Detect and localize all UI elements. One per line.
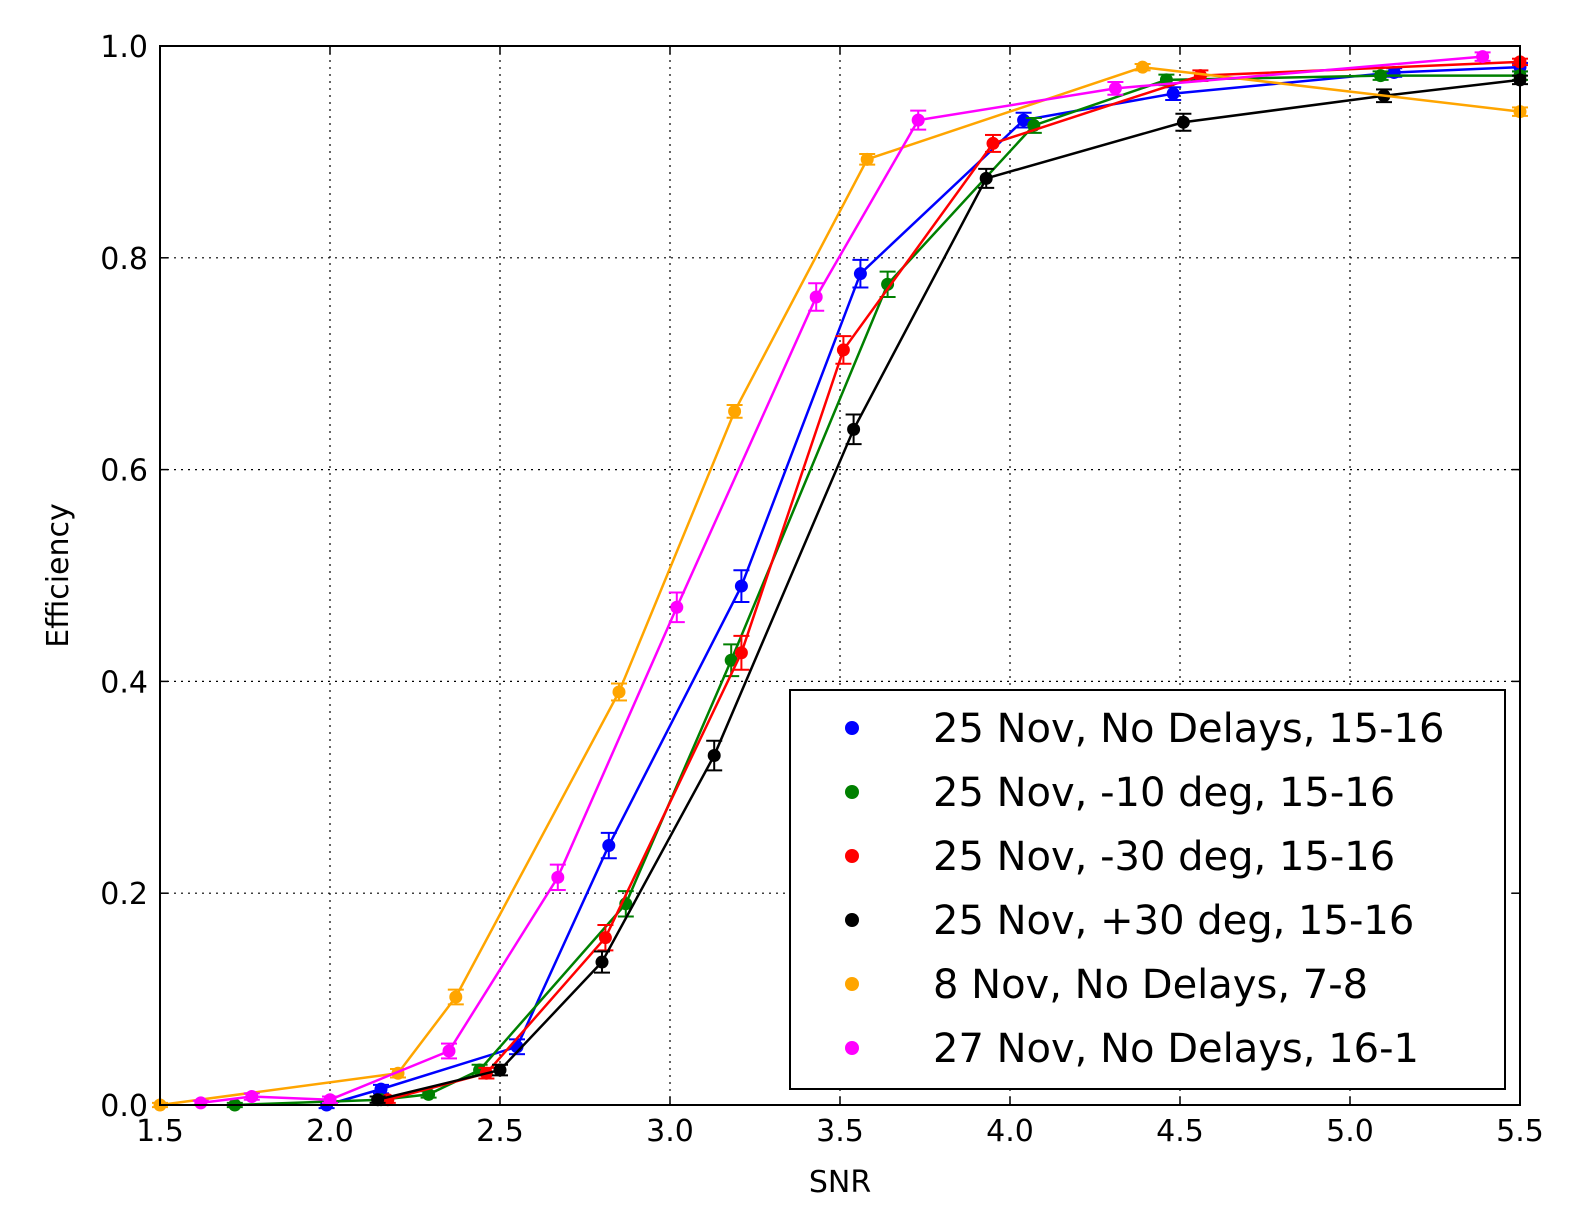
- data-point: [323, 1093, 337, 1107]
- data-point: [598, 931, 612, 945]
- data-point: [979, 171, 993, 185]
- data-point: [1176, 115, 1190, 129]
- legend: 25 Nov, No Delays, 15-16 25 Nov, -10 deg,…: [789, 689, 1506, 1090]
- data-point: [707, 749, 721, 763]
- x-axis-label: SNR: [809, 1165, 871, 1200]
- data-point: [986, 136, 1000, 150]
- legend-label: 25 Nov, +30 deg, 15-16: [933, 898, 1414, 944]
- legend-marker: [845, 721, 859, 735]
- data-point: [809, 290, 823, 304]
- x-tick-label: 1.5: [136, 1114, 184, 1149]
- data-point: [493, 1063, 507, 1077]
- y-tick-label: 0.0: [100, 1089, 148, 1124]
- data-point: [595, 955, 609, 969]
- data-point: [728, 404, 742, 418]
- data-point: [911, 113, 925, 127]
- data-point: [1108, 81, 1122, 95]
- data-point: [734, 646, 748, 660]
- x-tick-label: 5.0: [1326, 1114, 1374, 1149]
- data-point: [847, 422, 861, 436]
- data-point: [860, 152, 874, 166]
- data-point: [612, 685, 626, 699]
- series-3: [379, 55, 1528, 1107]
- data-point: [1136, 60, 1150, 74]
- series-6: [192, 50, 1491, 1110]
- data-point: [245, 1090, 259, 1104]
- x-tick-label: 4.0: [986, 1114, 1034, 1149]
- y-tick-label: 0.8: [100, 242, 148, 277]
- series-layer: [152, 50, 1528, 1112]
- legend-marker: [845, 977, 859, 991]
- legend-marker: [845, 849, 859, 863]
- data-point: [422, 1087, 436, 1101]
- data-point: [442, 1044, 456, 1058]
- data-point: [670, 600, 684, 614]
- legend-label: 27 Nov, No Delays, 16-1: [933, 1026, 1419, 1072]
- legend-label: 25 Nov, -30 deg, 15-16: [933, 834, 1395, 880]
- y-tick-label: 0.2: [100, 877, 148, 912]
- plot-frame: [159, 45, 1521, 1106]
- data-point: [1017, 113, 1031, 127]
- ticks: 1.5 2.0 2.5 3.0 3.5 4.0 4.5 5.0 5.5 0.0 0.2 0.4 0.6 0…: [100, 30, 1544, 1149]
- data-point: [881, 277, 895, 291]
- legend-marker: [845, 1041, 859, 1055]
- x-tick-label: 3.0: [646, 1114, 694, 1149]
- series-line: [159, 65, 1521, 1107]
- y-axis-label: Efficiency: [41, 503, 76, 648]
- data-point: [194, 1096, 208, 1110]
- data-point: [551, 870, 565, 884]
- legend-marker: [845, 785, 859, 799]
- data-point: [734, 579, 748, 593]
- data-point: [374, 1082, 388, 1096]
- legend-label: 25 Nov, -10 deg, 15-16: [933, 770, 1395, 816]
- y-tick-label: 0.6: [100, 454, 148, 489]
- data-point: [724, 653, 738, 667]
- data-point: [836, 343, 850, 357]
- data-point: [602, 839, 616, 853]
- data-point: [853, 267, 867, 281]
- legend-box: [789, 689, 1506, 1090]
- y-tick-label: 1.0: [100, 30, 148, 65]
- data-point: [1166, 87, 1180, 101]
- x-tick-label: 2.0: [306, 1114, 354, 1149]
- x-tick-label: 4.5: [1156, 1114, 1204, 1149]
- series-4: [369, 73, 1528, 1107]
- data-point: [449, 990, 463, 1004]
- series-line: [200, 55, 1483, 1105]
- data-point: [1374, 69, 1388, 83]
- x-tick-label: 5.5: [1496, 1114, 1544, 1149]
- legend-label: 25 Nov, No Delays, 15-16: [933, 706, 1444, 752]
- x-tick-label: 2.5: [476, 1114, 524, 1149]
- legend-label: 8 Nov, No Delays, 7-8: [933, 962, 1368, 1008]
- series-line: [387, 60, 1521, 1101]
- data-point: [1476, 50, 1490, 64]
- y-tick-label: 0.4: [100, 665, 148, 700]
- data-point: [371, 1093, 385, 1107]
- x-tick-label: 3.5: [816, 1114, 864, 1149]
- legend-marker: [845, 913, 859, 927]
